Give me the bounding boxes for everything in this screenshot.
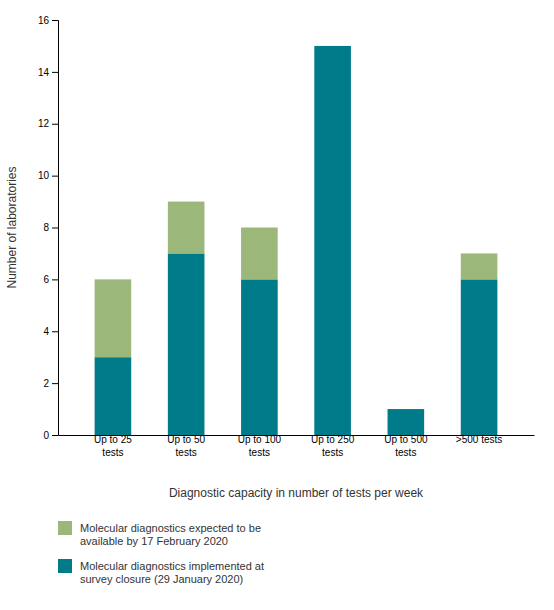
text-line: Up to 500 xyxy=(384,434,428,445)
tick-label: Up to 50 tests xyxy=(167,434,205,458)
text-line: Molecular diagnostics implemented at xyxy=(80,560,264,572)
text-line: survey closure (29 January 2020) xyxy=(80,573,243,585)
tick-mark xyxy=(52,20,58,21)
axis-domain xyxy=(52,21,59,436)
tick-mark xyxy=(52,124,58,125)
x-tick: Up to 500 tests xyxy=(384,434,428,458)
bar xyxy=(461,279,498,435)
text-line: Up to 250 xyxy=(311,434,355,445)
y-tick: 16 xyxy=(38,15,58,26)
y-tick: 14 xyxy=(38,67,58,78)
y-tick: 10 xyxy=(38,170,58,181)
x-tick: Up to 100 tests xyxy=(238,434,282,458)
bar-series xyxy=(95,46,498,435)
text-line: tests xyxy=(395,447,416,458)
text-line: tests xyxy=(322,447,343,458)
x-tick: >500 tests xyxy=(456,434,502,445)
bar xyxy=(388,409,425,435)
x-tick: Up to 25 tests xyxy=(94,434,132,458)
y-tick: 6 xyxy=(43,274,58,285)
text-line: Molecular diagnostics expected to be xyxy=(80,522,261,534)
bar xyxy=(168,202,205,254)
bar xyxy=(314,45,351,46)
tick-label: Up to 25 tests xyxy=(94,434,132,458)
chart-svg: 0246810121416Up to 25testsUp to 50testsU… xyxy=(0,0,554,610)
legend-label: Molecular diagnostics expected to beavai… xyxy=(80,522,261,547)
chart-container: 0246810121416Up to 25testsUp to 50testsU… xyxy=(0,0,554,610)
x-tick: Up to 250 tests xyxy=(311,434,355,458)
tick-label: >500 tests xyxy=(456,434,502,445)
tick-label: 10 xyxy=(38,170,50,181)
tick-mark xyxy=(52,228,58,229)
bars xyxy=(95,46,498,435)
x-axis: Up to 25 tests Up to 50 tests Up to 100 tests… xyxy=(59,434,535,458)
bar xyxy=(95,279,132,357)
y-tick: 2 xyxy=(43,378,58,389)
legend-swatch xyxy=(58,521,72,535)
legend: Molecular diagnostics expected to beavai… xyxy=(58,521,264,585)
tick-mark xyxy=(52,176,58,177)
bar xyxy=(95,357,132,435)
bar xyxy=(388,409,425,410)
bar xyxy=(168,253,205,435)
plot-area: 0246810121416Up to 25testsUp to 50testsU… xyxy=(5,15,535,585)
tick-label: 0 xyxy=(43,430,49,441)
tick-label: 12 xyxy=(38,118,50,129)
bar xyxy=(241,228,278,280)
bar-series xyxy=(95,202,498,358)
tick-mark xyxy=(52,72,58,73)
text-line: Up to 100 xyxy=(238,434,282,445)
tick-label: Up to 100 tests xyxy=(238,434,282,458)
tick-label: 6 xyxy=(43,274,49,285)
tick-mark xyxy=(52,383,58,384)
y-axis-title: Number of laboratories xyxy=(5,166,19,288)
text-line: >500 tests xyxy=(456,434,502,445)
y-tick: 12 xyxy=(38,118,58,129)
text-line: tests xyxy=(102,447,123,458)
y-tick: 8 xyxy=(43,222,58,233)
text-line: Up to 50 xyxy=(167,434,205,445)
text-line: tests xyxy=(176,447,197,458)
tick-label: 16 xyxy=(38,15,50,26)
tick-label: 8 xyxy=(43,222,49,233)
y-tick: 4 xyxy=(43,326,58,337)
legend-item: Molecular diagnostics expected to beavai… xyxy=(58,521,261,547)
text-line: tests xyxy=(249,447,270,458)
tick-label: 2 xyxy=(43,378,49,389)
text-line: Up to 25 xyxy=(94,434,132,445)
bar xyxy=(461,253,498,279)
text-line: available by 17 February 2020 xyxy=(80,535,228,547)
tick-label: Up to 500 tests xyxy=(384,434,428,458)
legend-item: Molecular diagnostics implemented atsurv… xyxy=(58,559,264,585)
legend-label: Molecular diagnostics implemented atsurv… xyxy=(80,560,264,585)
x-axis-title: Diagnostic capacity in number of tests p… xyxy=(169,486,424,500)
tick-label: 14 xyxy=(38,67,50,78)
tick-mark xyxy=(52,331,58,332)
x-tick: Up to 50 tests xyxy=(167,434,205,458)
bar xyxy=(314,46,351,435)
tick-label: Up to 250 tests xyxy=(311,434,355,458)
tick-mark xyxy=(52,279,58,280)
tick-mark xyxy=(52,435,58,436)
y-tick: 0 xyxy=(43,430,58,441)
tick-label: 4 xyxy=(43,326,49,337)
legend-swatch xyxy=(58,559,72,573)
bar xyxy=(241,279,278,435)
y-axis: 0 2 4 6 8 10 12 14 16 xyxy=(38,15,59,441)
